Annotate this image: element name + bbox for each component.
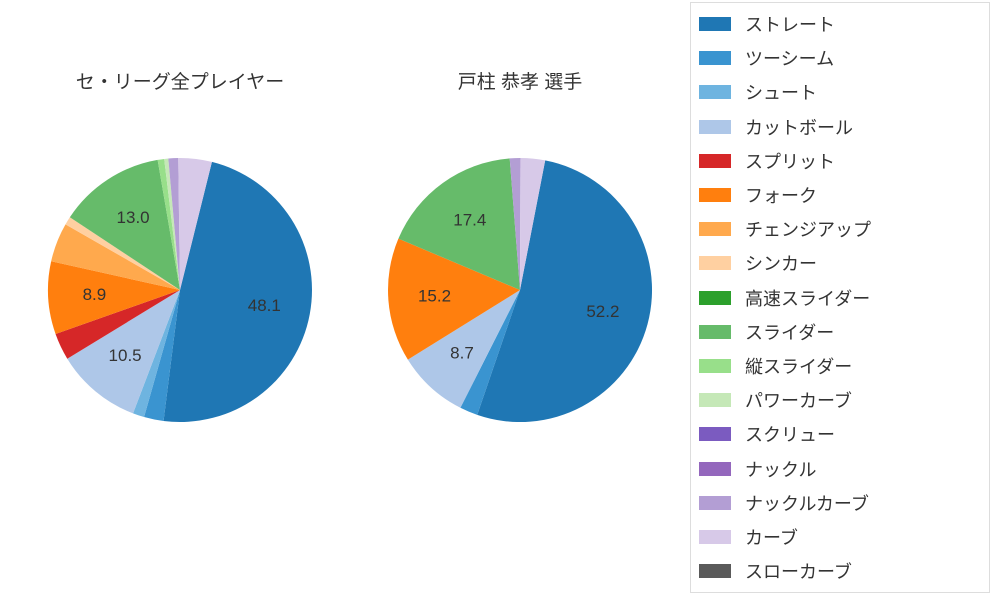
legend-label: スプリット (745, 148, 835, 174)
legend-swatch (699, 462, 731, 476)
legend-item: ナックルカーブ (699, 486, 981, 520)
legend-swatch (699, 188, 731, 202)
legend-label: 高速スライダー (745, 285, 870, 311)
legend-label: スライダー (745, 319, 834, 345)
legend-label: フォーク (745, 182, 817, 208)
legend-item: 縦スライダー (699, 349, 981, 383)
legend-item: パワーカーブ (699, 383, 981, 417)
legend-label: パワーカーブ (745, 387, 852, 413)
legend-swatch (699, 154, 731, 168)
slice-value-label: 13.0 (117, 208, 150, 227)
pie-title: 戸柱 恭孝 選手 (458, 71, 583, 93)
legend-swatch (699, 496, 731, 510)
legend-label: ストレート (745, 11, 835, 37)
slice-value-label: 10.5 (109, 346, 142, 365)
legend-item: チェンジアップ (699, 212, 981, 246)
chart-container: セ・リーグ全プレイヤー 48.1 10.5 8.9 13.0 戸柱 恭孝 選手 52.2 8.… (0, 0, 1000, 600)
legend-label: カットボール (745, 114, 853, 140)
legend-label: スクリュー (745, 421, 835, 447)
legend-swatch (699, 222, 731, 236)
pie-charts-area: セ・リーグ全プレイヤー 48.1 10.5 8.9 13.0 戸柱 恭孝 選手 52.2 8.… (0, 0, 680, 600)
slice-value-label: 8.9 (83, 285, 107, 304)
slice-value-label: 48.1 (248, 296, 281, 315)
legend-item: スクリュー (699, 417, 981, 451)
legend-swatch (699, 530, 731, 544)
legend-item: フォーク (699, 178, 981, 212)
slice-value-label: 17.4 (453, 210, 486, 229)
legend-item: シンカー (699, 246, 981, 280)
legend-swatch (699, 564, 731, 578)
legend: ストレートツーシームシュートカットボールスプリットフォークチェンジアップシンカー… (690, 2, 990, 593)
legend-swatch (699, 325, 731, 339)
legend-label: カーブ (745, 524, 798, 550)
legend-swatch (699, 120, 731, 134)
legend-item: ストレート (699, 7, 981, 41)
legend-item: スプリット (699, 144, 981, 178)
legend-item: スライダー (699, 315, 981, 349)
legend-swatch (699, 393, 731, 407)
legend-label: シュート (745, 79, 817, 105)
legend-item: ナックル (699, 451, 981, 485)
slice-value-label: 8.7 (450, 343, 474, 362)
legend-label: 縦スライダー (745, 353, 852, 379)
legend-label: シンカー (745, 250, 817, 276)
legend-label: スローカーブ (745, 558, 852, 584)
legend-swatch (699, 359, 731, 373)
pie-title: セ・リーグ全プレイヤー (76, 71, 284, 93)
legend-label: ナックルカーブ (745, 490, 869, 516)
legend-swatch (699, 256, 731, 270)
slice-value-label: 15.2 (418, 287, 451, 306)
legend-item: カーブ (699, 520, 981, 554)
legend-swatch (699, 51, 731, 65)
legend-item: シュート (699, 75, 981, 109)
legend-swatch (699, 17, 731, 31)
legend-item: カットボール (699, 110, 981, 144)
pie-charts-svg: セ・リーグ全プレイヤー 48.1 10.5 8.9 13.0 戸柱 恭孝 選手 52.2 8.… (0, 0, 680, 600)
legend-label: チェンジアップ (745, 216, 871, 242)
legend-swatch (699, 85, 731, 99)
legend-label: ナックル (745, 456, 816, 482)
legend-label: ツーシーム (745, 45, 834, 71)
legend-swatch (699, 427, 731, 441)
legend-item: 高速スライダー (699, 281, 981, 315)
legend-item: スローカーブ (699, 554, 981, 588)
slice-value-label: 52.2 (586, 302, 619, 321)
legend-swatch (699, 291, 731, 305)
legend-item: ツーシーム (699, 41, 981, 75)
